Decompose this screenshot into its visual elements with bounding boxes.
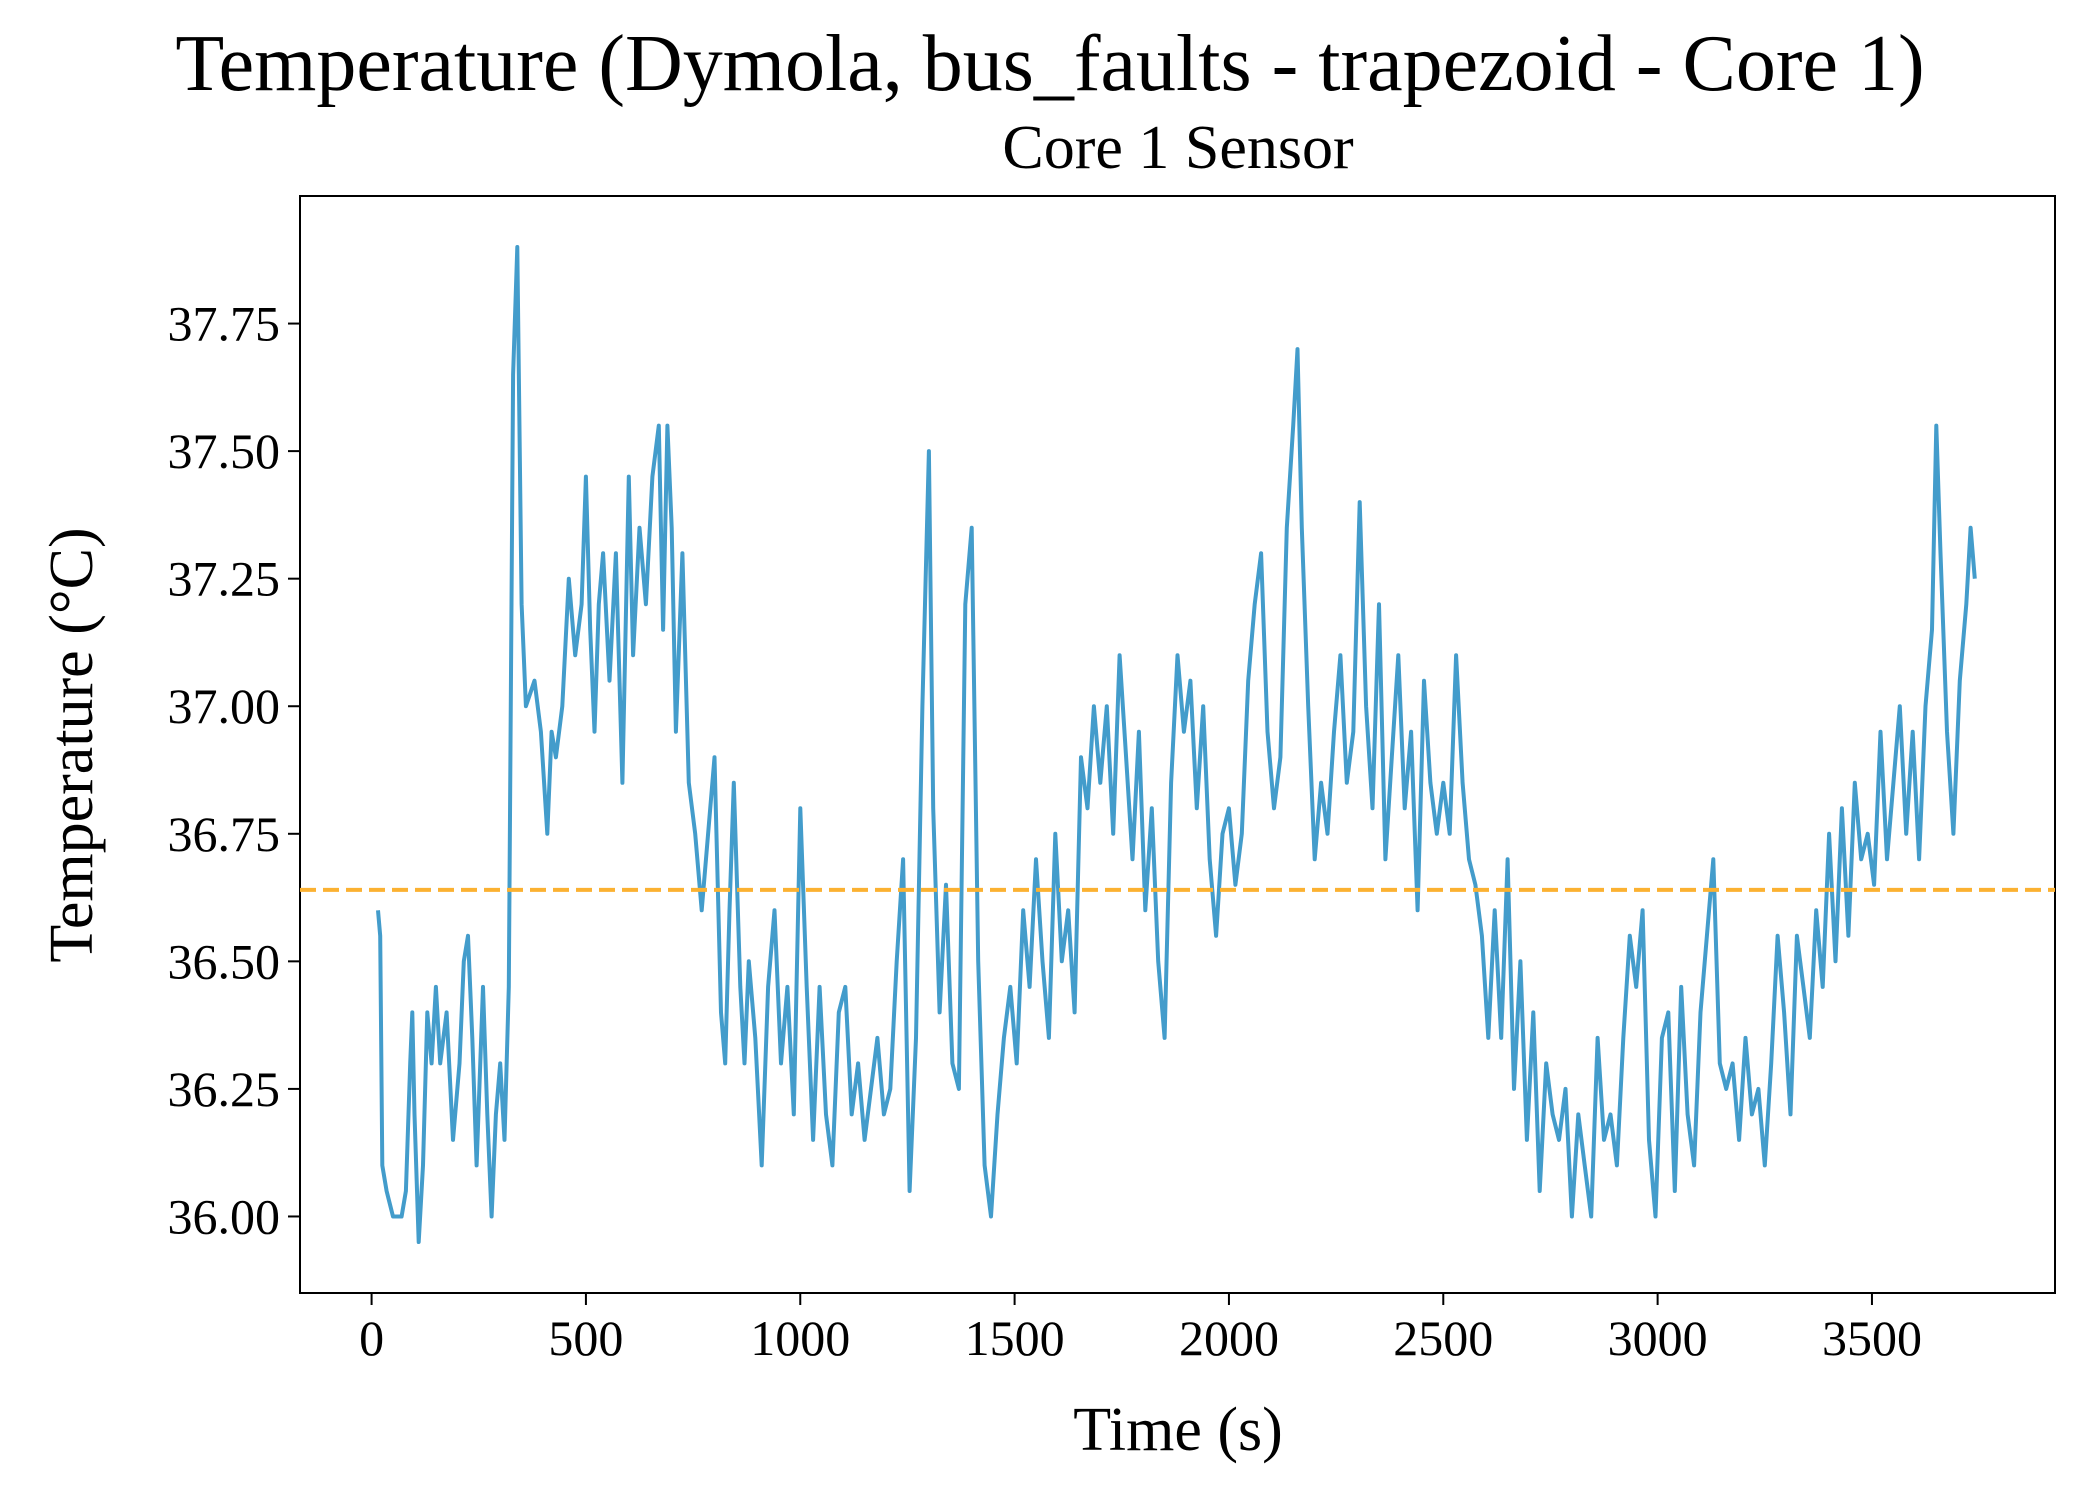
x-tick-label: 500	[548, 1310, 623, 1366]
y-tick-label: 37.75	[168, 296, 281, 352]
y-tick-label: 37.50	[168, 423, 281, 479]
x-tick-label: 2000	[1179, 1310, 1279, 1366]
y-tick-label: 36.00	[168, 1188, 281, 1244]
x-tick-label: 1000	[750, 1310, 850, 1366]
x-tick-label: 2500	[1393, 1310, 1493, 1366]
x-axis-label: Time (s)	[1073, 1396, 1283, 1464]
x-tick-label: 1500	[965, 1310, 1065, 1366]
chart-title: Core 1 Sensor	[1002, 114, 1354, 182]
x-tick-label: 0	[359, 1310, 384, 1366]
x-tick-label: 3500	[1822, 1310, 1922, 1366]
x-tick-label: 3000	[1608, 1310, 1708, 1366]
plot-frame	[299, 195, 2056, 1294]
y-tick-label: 36.25	[168, 1061, 281, 1117]
y-tick-label: 36.75	[168, 806, 281, 862]
y-tick-label: 36.50	[168, 933, 281, 989]
y-tick-label: 37.00	[168, 678, 281, 734]
y-axis-label: Temperature (°C)	[38, 527, 106, 962]
suptitle: Temperature (Dymola, bus_faults - trapez…	[175, 20, 1924, 108]
y-tick-label: 37.25	[168, 551, 281, 607]
data-line	[376, 245, 1977, 1244]
